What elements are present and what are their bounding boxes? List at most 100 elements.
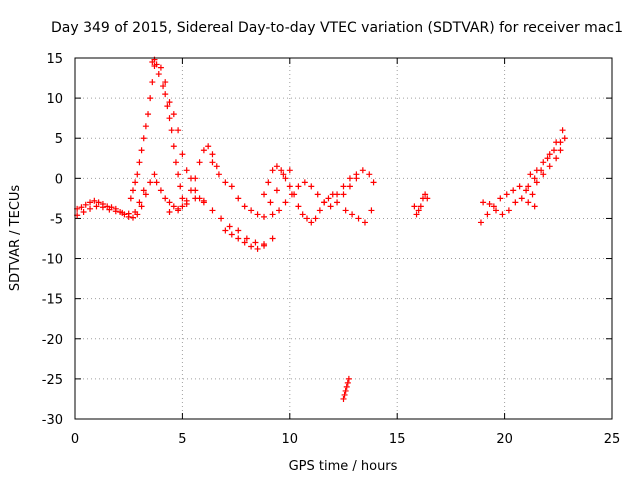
y-tick-label: -5 (50, 212, 63, 227)
data-point (334, 199, 341, 206)
data-point (533, 179, 540, 186)
data-point (175, 127, 182, 134)
data-point (557, 147, 564, 154)
data-point (531, 175, 538, 182)
data-point (273, 163, 280, 170)
data-point (327, 203, 334, 210)
data-point (544, 155, 551, 162)
data-point (316, 207, 323, 214)
y-tick-label: -25 (42, 373, 63, 388)
data-point (344, 379, 351, 386)
data-point (205, 143, 212, 150)
y-axis-label: SDTVAR / TECUs (8, 185, 23, 292)
x-tick-label: 20 (496, 432, 513, 447)
data-point (142, 191, 149, 198)
axis-ticks: 0 5 10 15 20 25 15 10 5 0 -5 -10 -15 -20 -25 -30 (42, 52, 621, 447)
data-point (166, 209, 173, 216)
data-point (213, 163, 220, 170)
data-point (523, 187, 530, 194)
data-point (119, 209, 126, 216)
data-point (321, 199, 328, 206)
data-point (140, 187, 147, 194)
data-point (477, 219, 484, 226)
data-point (99, 204, 106, 211)
data-point (345, 375, 352, 382)
data-point (525, 183, 532, 190)
data-point (192, 175, 199, 182)
data-point (95, 199, 102, 206)
data-point (252, 239, 259, 246)
data-point (361, 219, 368, 226)
data-point (222, 179, 229, 186)
data-point (127, 195, 134, 202)
data-point (125, 210, 132, 217)
data-point (147, 95, 154, 102)
data-point (93, 203, 100, 210)
data-point (370, 179, 377, 186)
data-point (170, 111, 177, 118)
grid (75, 58, 612, 419)
data-point (177, 183, 184, 190)
data-point (134, 171, 141, 178)
data-point (422, 191, 429, 198)
data-point (153, 61, 160, 68)
data-point (546, 163, 553, 170)
data-point (166, 199, 173, 206)
data-point (200, 147, 207, 154)
y-tick-label: 5 (55, 132, 63, 147)
data-point (342, 387, 349, 394)
data-point (368, 207, 375, 214)
y-tick-label: -20 (42, 333, 63, 348)
data-point (299, 211, 306, 218)
data-point (112, 208, 119, 215)
data-point (512, 199, 519, 206)
data-point (529, 191, 536, 198)
data-point (499, 211, 506, 218)
x-tick-label: 15 (389, 432, 406, 447)
data-point (222, 227, 229, 234)
data-point (334, 191, 341, 198)
data-point (179, 195, 186, 202)
data-point (308, 183, 315, 190)
data-point (518, 195, 525, 202)
chart-title: Day 349 of 2015, Sidereal Day-to-day VTE… (51, 20, 623, 36)
data-point (136, 159, 143, 166)
data-point (147, 179, 154, 186)
data-point (497, 195, 504, 202)
data-point (411, 203, 418, 210)
data-point (235, 235, 242, 242)
data-point (325, 195, 332, 202)
data-point (516, 183, 523, 190)
data-point (248, 207, 255, 214)
y-tick-label: 10 (46, 92, 63, 107)
data-point (314, 191, 321, 198)
data-point (187, 187, 194, 194)
data-point (162, 79, 169, 86)
data-point (340, 395, 347, 402)
data-point (151, 171, 158, 178)
data-point (80, 209, 87, 216)
data-point (235, 227, 242, 234)
data-point (269, 235, 276, 242)
data-point (138, 203, 145, 210)
data-point (241, 239, 248, 246)
data-point (209, 207, 216, 214)
data-point (136, 199, 143, 206)
data-point (91, 197, 98, 204)
data-point (140, 135, 147, 142)
data-point (179, 203, 186, 210)
data-point (341, 391, 348, 398)
data-point (87, 205, 94, 212)
data-point (553, 139, 560, 146)
data-point (254, 211, 261, 218)
x-tick-label: 25 (604, 432, 621, 447)
data-point (145, 111, 152, 118)
data-point (162, 195, 169, 202)
data-point (166, 115, 173, 122)
data-point (417, 203, 424, 210)
y-tick-label: -30 (42, 413, 63, 428)
data-point (505, 207, 512, 214)
data-point (196, 159, 203, 166)
data-point (340, 183, 347, 190)
data-point (346, 175, 353, 182)
